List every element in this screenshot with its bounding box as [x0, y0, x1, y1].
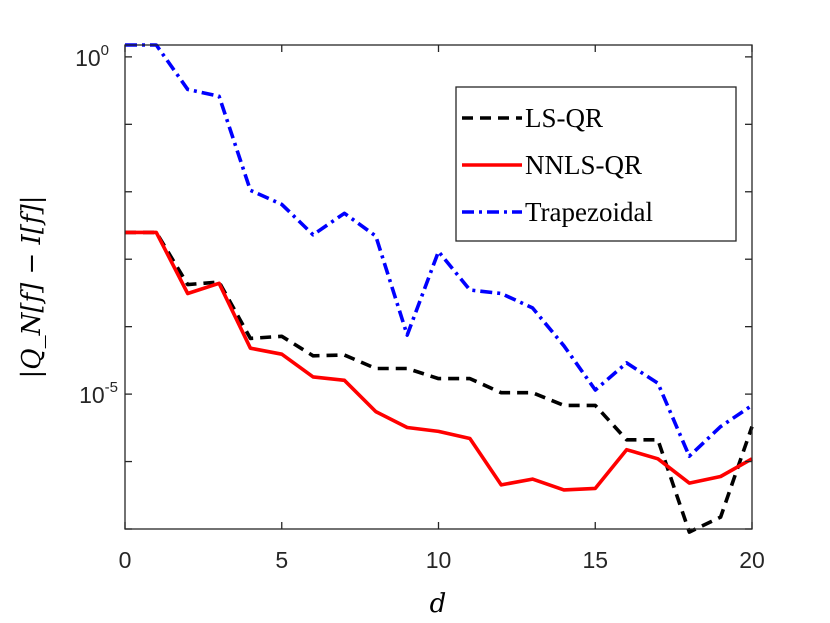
series-line-trapezoidal	[125, 43, 754, 459]
y-tick-exponent: -5	[105, 379, 118, 396]
legend: LS-QR NNLS-QR Trapezoidal	[455, 86, 737, 242]
y-tick-label: 10-5	[79, 379, 118, 408]
x-axis-label: d	[430, 589, 447, 619]
legend-label: NNLS-QR	[525, 150, 642, 180]
x-tick-label: 10	[426, 547, 452, 573]
series-layer	[125, 43, 754, 534]
y-axis-label: |Q_N[f] − I[f]|	[17, 196, 47, 379]
x-tick-label: 0	[119, 547, 132, 573]
x-tick-label: 15	[582, 547, 608, 573]
legend-label: Trapezoidal	[525, 197, 653, 227]
legend-label: LS-QR	[525, 103, 603, 133]
x-tick-label: 5	[275, 547, 288, 573]
y-tick-exponent: 0	[101, 42, 109, 59]
y-tick-label: 100	[75, 42, 109, 71]
axes-layer: 0 5 10 15 20 100 10-5	[75, 42, 765, 573]
x-tick-label: 20	[739, 547, 765, 573]
series-line-nnls-qr	[125, 230, 753, 492]
